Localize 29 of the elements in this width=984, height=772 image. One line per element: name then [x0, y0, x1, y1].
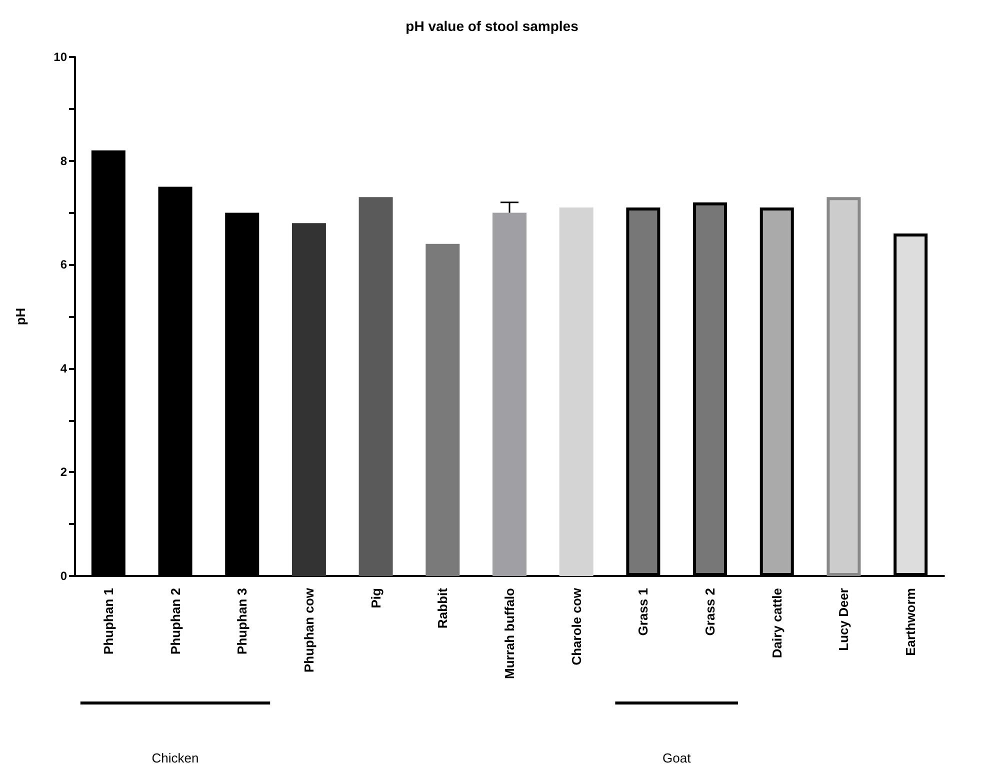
- x-tick-label: Lucy Deer: [836, 588, 852, 651]
- x-tick-label: Grass 1: [636, 588, 651, 636]
- x-tick-label: Rabbit: [435, 587, 450, 628]
- y-tick-label: 6: [60, 258, 68, 272]
- x-tick-label: Murrah buffalo: [502, 588, 517, 679]
- y-axis-title: pH: [13, 308, 28, 326]
- x-tick-label: Pig: [368, 588, 384, 608]
- bar: [826, 197, 861, 576]
- bar: [426, 244, 460, 576]
- x-tick-label: Grass 2: [702, 588, 718, 636]
- x-tick-label: Phuphan 1: [100, 588, 116, 654]
- y-tick-label: 0: [60, 569, 68, 583]
- y-tick-label: 10: [54, 50, 68, 64]
- chart-title: pH value of stool samples: [406, 18, 579, 34]
- y-tick-label: 2: [60, 465, 68, 480]
- text: Chicken: [152, 750, 199, 766]
- bar: [358, 197, 393, 576]
- text: Goat: [662, 750, 692, 766]
- x-tick-label: Phuphan cow: [301, 587, 316, 672]
- y-tick-label: 4: [60, 361, 68, 376]
- bar: [292, 223, 326, 576]
- x-tick-label: Charole cow: [568, 587, 584, 666]
- y-tick-label: 8: [60, 154, 68, 168]
- x-tick-label: Dairy cattle: [769, 588, 784, 658]
- bar: [492, 212, 526, 576]
- x-tick-label: Phuphan 3: [234, 588, 250, 654]
- x-tick-label: Earthworm: [903, 588, 918, 656]
- bar: [559, 208, 594, 576]
- x-tick-label: Phuphan 2: [168, 588, 183, 654]
